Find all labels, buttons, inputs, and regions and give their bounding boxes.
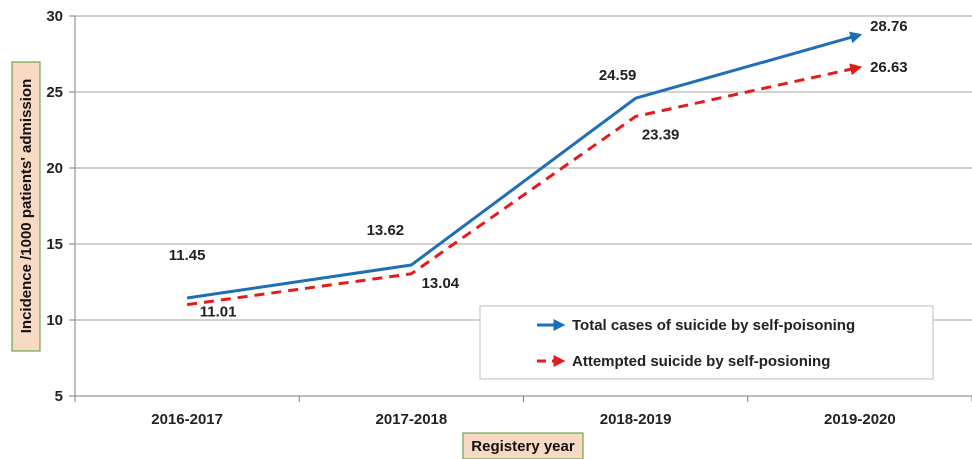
- series-lines: [186, 31, 863, 307]
- y-axis-title-text: Incidence /1000 patients' admission: [18, 79, 35, 334]
- y-axis-ticks: 5 10 15 20 25 30: [46, 8, 75, 405]
- data-label-attempted: 13.04: [422, 275, 460, 292]
- data-label-total: 24.59: [599, 67, 637, 84]
- gridlines: [75, 15, 972, 321]
- axes: [74, 16, 972, 397]
- x-tick-label: 2016-2017: [151, 411, 223, 428]
- y-tick-label: 20: [46, 160, 63, 177]
- data-label-total: 28.76: [870, 18, 908, 35]
- data-labels: 11.45 13.62 24.59 28.76 11.01 13.04 23.39 26.63: [169, 18, 908, 321]
- x-axis-title-text: Registery year: [471, 438, 575, 455]
- data-label-attempted: 23.39: [642, 126, 680, 143]
- series-line-total: [186, 31, 863, 300]
- x-tick-label: 2019-2020: [824, 411, 896, 428]
- data-label-total: 13.62: [367, 222, 405, 239]
- data-label-attempted: 26.63: [870, 59, 908, 76]
- legend: Total cases of suicide by self-poisoning…: [479, 305, 934, 380]
- data-label-total: 11.45: [169, 247, 206, 264]
- y-axis-title: Incidence /1000 patients' admission: [11, 61, 41, 352]
- y-tick-label: 15: [46, 236, 63, 253]
- data-label-attempted: 11.01: [200, 304, 237, 321]
- y-tick-label: 10: [46, 312, 63, 329]
- legend-label: Total cases of suicide by self-poisoning: [572, 317, 855, 334]
- y-tick-label: 25: [46, 84, 63, 101]
- x-tick-label: 2018-2019: [600, 411, 672, 428]
- x-axis-ticks: 2016-2017 2017-2018 2018-2019 2019-2020: [74, 396, 972, 428]
- x-axis-title: Registery year: [462, 432, 584, 459]
- y-tick-label: 30: [46, 8, 63, 25]
- x-tick-label: 2017-2018: [376, 411, 448, 428]
- y-tick-label: 5: [55, 388, 63, 405]
- legend-label: Attempted suicide by self-posioning: [572, 353, 830, 370]
- series-line-attempted: [186, 63, 863, 307]
